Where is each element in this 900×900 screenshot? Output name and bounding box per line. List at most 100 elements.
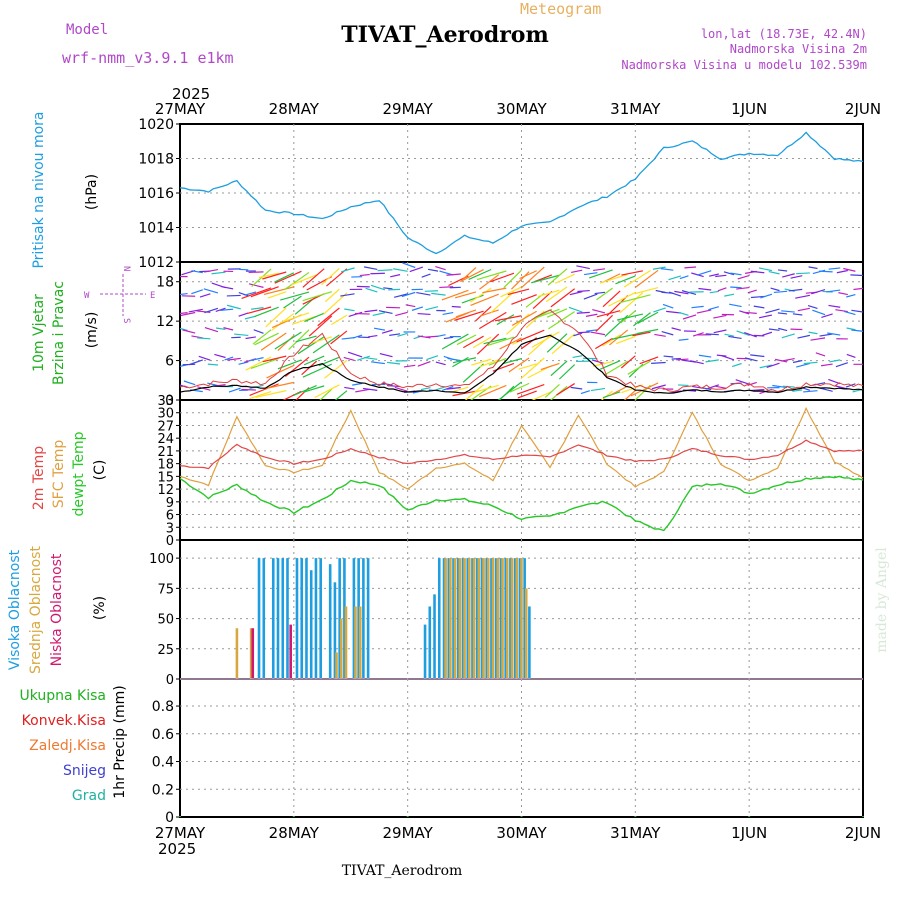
wind-arrow — [283, 295, 302, 309]
wind-arrow — [318, 356, 340, 367]
wind-arrow — [252, 329, 272, 345]
date-label-bottom: 2JUN — [845, 824, 881, 842]
cloud-bar-visoka — [366, 558, 370, 679]
wind-arrow — [820, 363, 833, 367]
cloud-bar-srednja — [458, 558, 462, 679]
wind-arrow — [595, 314, 613, 333]
cloud-bar-visoka — [447, 558, 451, 679]
wind-arrow — [623, 390, 636, 400]
wind-arrow — [782, 273, 795, 278]
wind-arrow — [180, 312, 181, 313]
wind-ylabel-name1: 10m Vjetar — [31, 294, 47, 372]
cloud-bar-visoka — [295, 558, 299, 679]
wind-arrow — [455, 309, 477, 318]
model-altitude: Nadmorska Visina u modelu 102.539m — [621, 58, 867, 72]
wind-arrow — [715, 385, 727, 389]
wind-arrow — [502, 358, 522, 365]
wind-arrow — [180, 327, 188, 332]
wind-arrow — [576, 265, 590, 270]
wind-arrow — [544, 383, 560, 398]
altitude: Nadmorska Visina 2m — [730, 42, 867, 56]
cloud-bar-srednja — [344, 606, 348, 679]
wind-arrow — [454, 310, 484, 321]
cloud-bar-srednja — [505, 558, 509, 679]
wind-arrow — [633, 312, 651, 327]
cloud-bar-visoka — [338, 558, 341, 679]
wind-arrow — [314, 384, 340, 399]
wind-arrow — [701, 387, 712, 391]
wind-arrow — [472, 336, 492, 349]
wind-arrow — [698, 354, 712, 358]
wind-arrow — [381, 329, 393, 334]
wind-arrow — [323, 292, 348, 315]
precip-label-zaledj: Zaledj.Kisa — [29, 738, 106, 754]
wind-arrow — [420, 387, 431, 391]
pressure-ylabel-unit: (hPa) — [84, 174, 100, 210]
wind-arrow — [204, 326, 219, 333]
wind-arrow — [819, 333, 833, 337]
wind-arrow — [341, 267, 355, 273]
wind-arrow — [234, 333, 249, 337]
footer-station: TIVAT_Aerodrom — [342, 863, 463, 879]
wind-arrow — [352, 334, 363, 339]
wind-arrow — [324, 359, 348, 379]
wind-arrow — [520, 266, 545, 289]
wind-arrow — [387, 361, 401, 365]
wind-gust-line — [179, 309, 864, 393]
wind-arrow — [590, 331, 606, 336]
wind-arrow — [592, 360, 613, 367]
wind-arrow — [743, 311, 757, 314]
wind-arrow — [708, 306, 719, 311]
wind-arrow — [681, 290, 697, 295]
wind-arrow — [241, 388, 256, 391]
wind-arrow — [619, 292, 644, 314]
wind-arrow — [372, 312, 386, 317]
wind-arrow — [603, 360, 629, 376]
cloud-bar-srednja — [339, 618, 343, 679]
cloud-bar-visoka — [437, 558, 441, 679]
wind-arrow — [254, 332, 279, 346]
wind-arrow — [807, 304, 818, 309]
wind-arrow — [248, 357, 264, 362]
wind-arrow — [443, 336, 454, 340]
wind-arrow — [715, 274, 727, 278]
wind-arrow — [364, 356, 378, 360]
wind-arrow — [304, 312, 325, 323]
cloud-bar-niska — [289, 624, 292, 679]
wind-arrow — [447, 357, 461, 362]
wind-arrow — [180, 338, 181, 339]
cloud-bar-visoka — [513, 558, 517, 679]
wind-arrow — [583, 272, 598, 276]
wind-arrow — [409, 266, 424, 273]
wind-arrow — [471, 358, 492, 366]
wind-arrow — [594, 291, 606, 295]
wind-arrow — [347, 351, 363, 358]
wind-arrow — [811, 289, 826, 295]
wind-arrow — [317, 307, 340, 327]
wind-arrow — [797, 334, 811, 339]
wind-arrow — [288, 329, 310, 351]
wind-arrow — [599, 273, 628, 284]
cloud-bar-visoka — [305, 558, 308, 679]
wind-arrow — [460, 267, 477, 282]
wind-arrow — [439, 286, 454, 289]
wind-arrow — [248, 271, 264, 274]
precip-ylabel-unit: 1hr Precip (mm) — [112, 685, 128, 798]
cloud-bar-srednja — [482, 558, 485, 679]
wind-arrow — [627, 360, 651, 375]
wind-arrow — [238, 312, 249, 317]
wind-arrow — [352, 382, 363, 386]
wind-arrow — [403, 364, 416, 368]
wind-arrow — [478, 384, 507, 398]
wind-arrow — [341, 337, 355, 340]
date-label-bottom: 27MAY — [155, 824, 206, 842]
wind-arrow — [592, 308, 606, 314]
ytick-label: 25 — [157, 643, 174, 658]
wind-arrow — [452, 390, 477, 397]
wind-arrow — [654, 333, 666, 337]
wind-arrow — [691, 360, 704, 365]
wind-arrow — [850, 274, 863, 277]
wind-arrow — [249, 390, 272, 400]
wind-arrow — [570, 269, 583, 273]
wind-arrow — [474, 306, 492, 322]
